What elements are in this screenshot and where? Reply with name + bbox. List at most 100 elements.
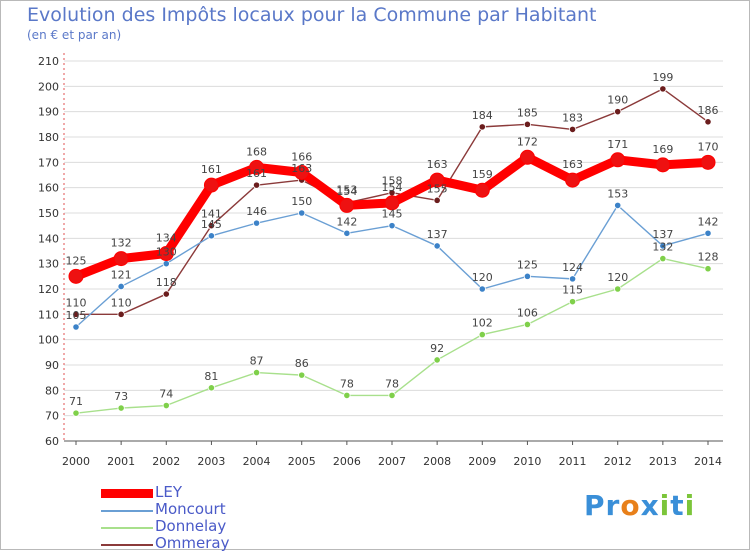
data-point-ley: [68, 268, 84, 284]
data-point-donnelay: [614, 285, 622, 293]
chart-subtitle: (en € et par an): [27, 28, 122, 42]
data-point-ommeray: [433, 196, 441, 204]
legend-label-ley: LEY: [155, 483, 182, 501]
data-label-donnelay: 92: [430, 342, 444, 355]
x-tick-label: 2008: [423, 455, 451, 468]
y-tick-label: 180: [38, 131, 59, 144]
x-tick-label: 2005: [288, 455, 316, 468]
y-tick-label: 110: [38, 308, 59, 321]
data-point-moncourt: [478, 285, 486, 293]
logo-letter: P: [584, 489, 606, 522]
y-tick-label: 160: [38, 182, 59, 195]
data-point-ommeray: [207, 222, 216, 230]
data-point-donnelay: [433, 356, 441, 364]
data-point-ley: [429, 172, 445, 188]
data-label-ley: 161: [201, 163, 222, 176]
data-label-moncourt: 137: [652, 228, 673, 241]
data-label-ley: 153: [336, 183, 357, 196]
data-label-moncourt: 142: [698, 215, 719, 228]
data-point-donnelay: [298, 371, 306, 379]
data-label-ley: 159: [472, 168, 493, 181]
legend-label-donnelay: Donnelay: [155, 517, 227, 535]
data-label-moncourt: 145: [201, 218, 222, 231]
data-point-donnelay: [252, 368, 261, 377]
data-label-moncourt: 137: [427, 228, 448, 241]
data-label-moncourt: 121: [111, 268, 132, 281]
y-tick-label: 80: [45, 384, 59, 397]
data-point-moncourt: [252, 219, 261, 227]
data-label-ley: 168: [246, 145, 267, 158]
data-label-ley: 166: [291, 150, 312, 163]
data-label-donnelay: 87: [250, 355, 264, 368]
data-point-ley: [384, 195, 400, 211]
data-label-ommeray: 163: [291, 162, 312, 175]
x-tick-label: 2004: [243, 455, 271, 468]
data-label-moncourt: 120: [472, 271, 493, 284]
data-point-donnelay: [568, 298, 577, 306]
x-tick-label: 2012: [604, 455, 632, 468]
data-point-ommeray: [72, 310, 80, 318]
data-label-donnelay: 78: [385, 377, 399, 390]
data-label-ommeray: 141: [201, 208, 222, 221]
data-point-ommeray: [252, 181, 261, 189]
data-point-donnelay: [72, 409, 80, 417]
data-label-donnelay: 132: [652, 241, 673, 254]
data-label-donnelay: 71: [69, 395, 83, 408]
data-point-ommeray: [659, 85, 667, 93]
data-point-ley: [339, 197, 355, 213]
data-point-ommeray: [117, 310, 125, 318]
data-label-ley: 171: [607, 138, 628, 151]
data-point-ley: [700, 154, 716, 170]
data-label-moncourt: 125: [517, 258, 538, 271]
data-label-donnelay: 78: [340, 377, 354, 390]
y-tick-label: 200: [38, 80, 59, 93]
data-point-ommeray: [704, 118, 712, 126]
x-tick-label: 2006: [333, 455, 361, 468]
data-point-ley: [294, 164, 310, 180]
legend-label-ommeray: Ommeray: [155, 534, 230, 552]
data-point-moncourt: [117, 282, 125, 291]
data-label-ommeray: 110: [111, 296, 132, 309]
data-point-ley: [249, 159, 265, 175]
data-label-ommeray: 184: [472, 109, 493, 122]
data-label-donnelay: 115: [562, 284, 583, 297]
data-label-donnelay: 86: [295, 357, 309, 370]
data-label-ley: 132: [111, 237, 132, 250]
y-tick-label: 60: [45, 435, 59, 448]
data-label-ommeray: 190: [607, 94, 628, 107]
data-point-donnelay: [117, 404, 125, 412]
logo-letter: o: [620, 489, 641, 522]
data-label-ley: 163: [427, 158, 448, 171]
data-point-ommeray: [568, 125, 577, 133]
data-label-moncourt: 124: [562, 261, 583, 274]
data-label-ommeray: 154: [336, 185, 357, 198]
data-point-moncourt: [162, 260, 170, 268]
data-point-moncourt: [614, 201, 622, 209]
data-point-ley: [610, 152, 626, 168]
data-label-donnelay: 81: [204, 370, 218, 383]
data-point-donnelay: [343, 391, 351, 399]
data-point-ley: [655, 157, 671, 173]
data-point-ommeray: [614, 108, 622, 116]
y-tick-label: 190: [38, 106, 59, 119]
x-tick-label: 2000: [62, 455, 90, 468]
data-label-ley: 170: [698, 140, 719, 153]
data-point-moncourt: [207, 232, 216, 240]
y-tick-label: 150: [38, 207, 59, 220]
data-point-donnelay: [478, 330, 486, 339]
y-tick-label: 210: [38, 55, 59, 68]
data-label-ley: 125: [66, 254, 87, 267]
data-label-donnelay: 120: [607, 271, 628, 284]
data-label-donnelay: 102: [472, 317, 493, 330]
y-tick-label: 120: [38, 283, 59, 296]
data-point-donnelay: [523, 320, 532, 329]
data-point-ommeray: [478, 123, 486, 131]
data-label-moncourt: 145: [382, 208, 403, 221]
data-point-moncourt: [433, 242, 441, 250]
data-label-ley: 172: [517, 135, 538, 148]
y-tick-label: 170: [38, 156, 59, 169]
data-point-ley: [519, 149, 535, 165]
data-point-donnelay: [207, 384, 216, 392]
